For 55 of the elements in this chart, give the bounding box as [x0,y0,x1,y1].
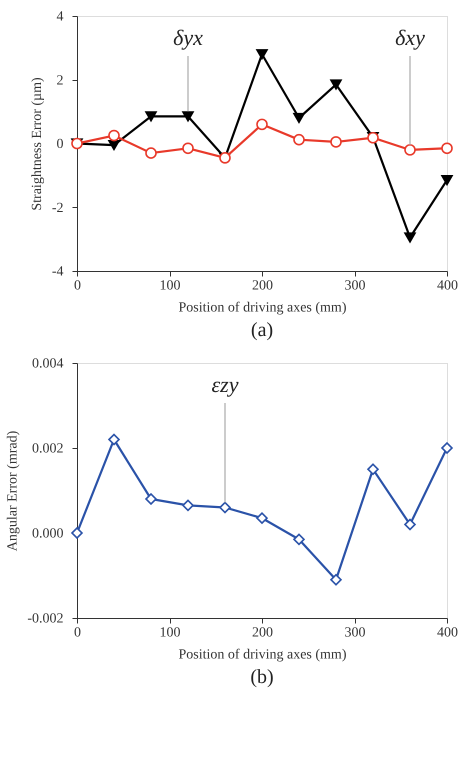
point [330,79,342,90]
x-tick-label: 400 [437,278,458,294]
point [256,118,268,130]
x-tick-label: 300 [344,626,366,640]
x-tick-label: 200 [252,278,273,294]
y-tick-label: 4 [56,10,64,24]
point [293,134,305,146]
y-axis-title: Straightness Error (µm) [30,77,45,211]
x-tick-label: 100 [160,278,180,294]
point [182,500,194,512]
y-tick-label: 0 [56,137,64,152]
annotation: δxy [395,25,426,50]
y-axis-title: Angular Error (mrad) [5,430,20,552]
point [256,49,268,60]
point [256,512,268,524]
text: (a) [250,319,274,341]
point [145,147,157,159]
annotation: δyx [173,25,204,50]
x-tick-label: 400 [437,626,458,640]
point [71,527,83,539]
point [330,136,342,148]
y-tick-label: 2 [56,73,64,88]
x-axis-title: Position of driving axes (mm) [178,648,347,662]
point [108,140,120,150]
point [441,142,453,154]
x-tick-label: 100 [160,626,180,640]
annotation: εzy [212,372,239,397]
point [404,144,416,156]
point [293,534,305,546]
point [145,493,157,505]
point [219,502,231,514]
point [293,112,305,124]
x-tick-label: 0 [74,626,81,640]
point [404,232,416,243]
point [367,463,379,476]
y-tick-label: 0.000 [32,526,64,542]
point [108,130,120,142]
y-tick-label: 0.002 [32,442,64,456]
x-axis-title: Position of driving axes (mm) [178,300,347,316]
point [441,442,453,454]
x-tick-label: 300 [344,278,366,294]
point [145,111,157,122]
point [182,142,194,154]
y-tick-label: -0.002 [27,612,64,626]
x-tick-label: 0 [74,278,81,294]
y-tick-label: -2 [52,200,64,216]
text: (b) [250,666,274,688]
point [330,574,342,586]
y-tick-label: 0.004 [32,356,64,372]
point [441,175,453,186]
x-tick-label: 200 [252,626,273,640]
point [182,111,194,122]
y-tick-label: -4 [52,264,64,280]
point [108,434,120,446]
point [404,518,416,530]
